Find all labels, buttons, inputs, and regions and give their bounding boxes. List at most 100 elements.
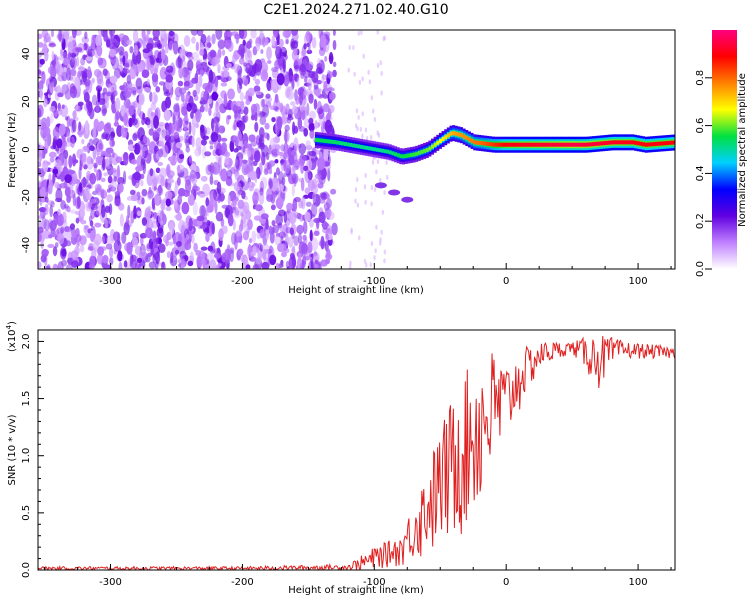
noise-speck xyxy=(96,45,103,57)
noise-speck xyxy=(195,41,200,52)
noise-speck xyxy=(373,255,376,261)
noise-speck xyxy=(94,222,102,228)
noise-speck xyxy=(39,71,44,76)
ridge-cell xyxy=(359,144,363,149)
ridge-cell xyxy=(657,141,661,146)
noise-speck xyxy=(253,85,261,93)
noise-speck xyxy=(43,162,49,173)
noise-speck xyxy=(118,46,125,56)
noise-speck xyxy=(314,259,318,265)
noise-speck xyxy=(241,214,247,225)
noise-speck xyxy=(84,225,89,230)
noise-speck xyxy=(206,35,211,43)
noise-speck xyxy=(216,181,222,195)
noise-speck xyxy=(184,179,192,194)
noise-speck xyxy=(274,144,281,150)
noise-speck xyxy=(85,192,92,201)
noise-speck xyxy=(332,39,337,51)
noise-speck xyxy=(165,198,172,207)
noise-speck xyxy=(320,192,328,201)
noise-speck xyxy=(268,168,273,175)
noise-speck xyxy=(202,65,210,73)
noise-speck xyxy=(109,247,114,259)
noise-speck xyxy=(102,87,108,95)
noise-speck xyxy=(57,92,64,98)
ridge-cell xyxy=(586,142,590,147)
ridge-cell xyxy=(562,142,566,147)
noise-speck xyxy=(327,168,331,182)
spectrogram-x-ticks: -300 -200 -100 0 100 xyxy=(44,263,672,287)
noise-speck xyxy=(158,81,166,86)
noise-speck xyxy=(122,55,126,67)
noise-speck xyxy=(231,196,239,203)
noise-speck xyxy=(327,71,333,79)
noise-speck xyxy=(70,250,79,260)
noise-speck xyxy=(165,190,173,201)
ridge-cell xyxy=(441,137,445,142)
ridge-cell xyxy=(473,140,477,145)
ridge-cell xyxy=(417,150,421,155)
noise-speck xyxy=(379,177,382,183)
noise-speck xyxy=(64,186,71,198)
noise-speck xyxy=(271,66,279,73)
noise-speck xyxy=(282,31,286,37)
noise-speck xyxy=(289,211,297,225)
noise-speck xyxy=(198,74,203,88)
noise-speck xyxy=(306,102,310,116)
noise-speck xyxy=(242,230,250,241)
noise-speck xyxy=(353,71,356,77)
colorbar-gradient xyxy=(712,30,737,269)
ridge-cell xyxy=(457,132,461,137)
noise-speck xyxy=(72,110,77,119)
noise-speck xyxy=(364,199,367,205)
noise-speck xyxy=(278,231,286,239)
ridge-cell xyxy=(668,140,672,145)
noise-speck xyxy=(129,189,136,196)
noise-speck xyxy=(324,240,329,252)
noise-speck xyxy=(104,152,112,158)
noise-speck xyxy=(80,219,87,225)
ridge-cell xyxy=(378,148,382,153)
noise-speck xyxy=(207,98,212,105)
ridge-cell xyxy=(336,140,340,145)
noise-speck xyxy=(133,65,139,74)
noise-speck xyxy=(113,240,122,252)
noise-speck xyxy=(286,266,290,269)
noise-speck xyxy=(349,260,352,266)
noise-speck xyxy=(38,161,42,168)
noise-speck xyxy=(379,60,383,66)
noise-speck xyxy=(181,105,188,116)
noise-speck xyxy=(305,256,313,261)
ridge-cell xyxy=(523,142,527,147)
noise-speck xyxy=(284,234,289,247)
noise-speck xyxy=(348,44,351,50)
noise-speck xyxy=(148,128,154,136)
noise-speck xyxy=(172,40,179,55)
noise-speck xyxy=(255,256,262,265)
branch-cell xyxy=(388,189,401,196)
noise-speck xyxy=(95,100,100,113)
noise-speck xyxy=(321,73,325,84)
noise-speck xyxy=(105,39,111,48)
ridge-cell xyxy=(404,153,408,158)
noise-speck xyxy=(123,112,128,126)
noise-speck xyxy=(38,261,42,269)
noise-speck xyxy=(149,54,156,65)
noise-speck xyxy=(51,50,55,61)
noise-speck xyxy=(39,58,45,65)
noise-speck xyxy=(168,135,175,143)
noise-speck xyxy=(220,82,228,87)
noise-speck xyxy=(200,138,207,146)
noise-speck xyxy=(383,35,387,41)
noise-speck xyxy=(173,102,179,113)
noise-speck xyxy=(354,187,358,193)
noise-speck xyxy=(120,125,125,138)
ridge-cell xyxy=(370,146,374,151)
colorbar-tick-label: 0.4 xyxy=(695,165,706,181)
noise-speck xyxy=(258,191,265,205)
ridge-cell xyxy=(357,144,361,149)
noise-speck xyxy=(66,205,71,213)
noise-speck xyxy=(291,246,295,254)
noise-speck xyxy=(77,101,84,107)
noise-speck xyxy=(258,127,265,139)
